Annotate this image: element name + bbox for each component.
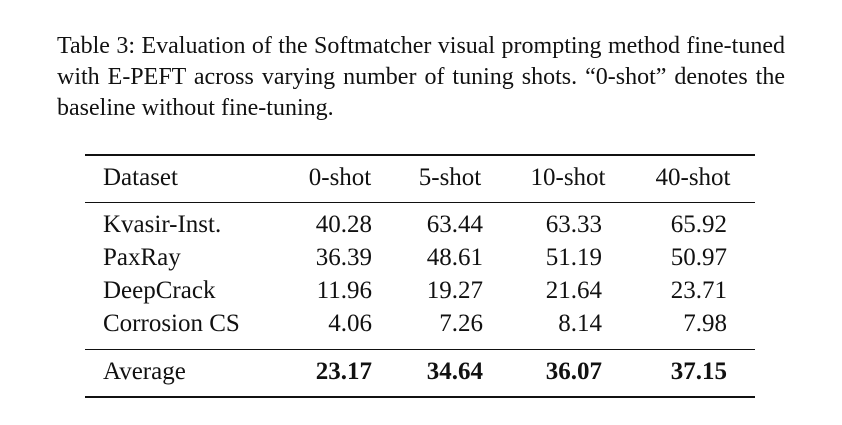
top-rule [85, 154, 755, 156]
average-cell: Average [103, 358, 186, 385]
table-cell: 65.92 [670, 211, 727, 238]
table-cell: 21.64 [545, 277, 602, 304]
average-cell: 34.64 [426, 358, 483, 385]
table-cell: PaxRay [103, 244, 181, 271]
table-cell: 48.61 [426, 244, 483, 271]
table-cell: 36.39 [315, 244, 372, 271]
header-cell: 10-shot [530, 164, 606, 191]
average-cell: 37.15 [670, 358, 727, 385]
table-cell: DeepCrack [103, 277, 216, 304]
table-cell: 63.33 [545, 211, 602, 238]
table-cell: Corrosion CS [103, 310, 240, 337]
table-cell: 7.98 [683, 310, 727, 337]
average-cell: 36.07 [545, 358, 602, 385]
caption: Table 3: Evaluation of the Softmatcher v… [57, 33, 785, 121]
mid-rule [85, 349, 755, 350]
average-cell: 23.17 [315, 358, 372, 385]
table-cell: 19.27 [426, 277, 483, 304]
table-cell: 11.96 [316, 277, 372, 304]
header-cell: 0-shot [308, 164, 372, 191]
table-cell: 51.19 [545, 244, 602, 271]
header-cell: Dataset [103, 164, 178, 191]
header-cell: 5-shot [418, 164, 482, 191]
table-cell: 63.44 [426, 211, 483, 238]
table-cell: 23.71 [670, 277, 727, 304]
table-cell: 4.06 [328, 310, 372, 337]
table-cell: 7.26 [439, 310, 483, 337]
header-cell: 40-shot [655, 164, 731, 191]
table-cell: Kvasir-Inst. [103, 211, 222, 238]
table-cell: 40.28 [315, 211, 372, 238]
table-cell: 50.97 [670, 244, 727, 271]
table-cell: 8.14 [558, 310, 602, 337]
bottom-rule [85, 396, 755, 398]
mid-rule [85, 202, 755, 203]
